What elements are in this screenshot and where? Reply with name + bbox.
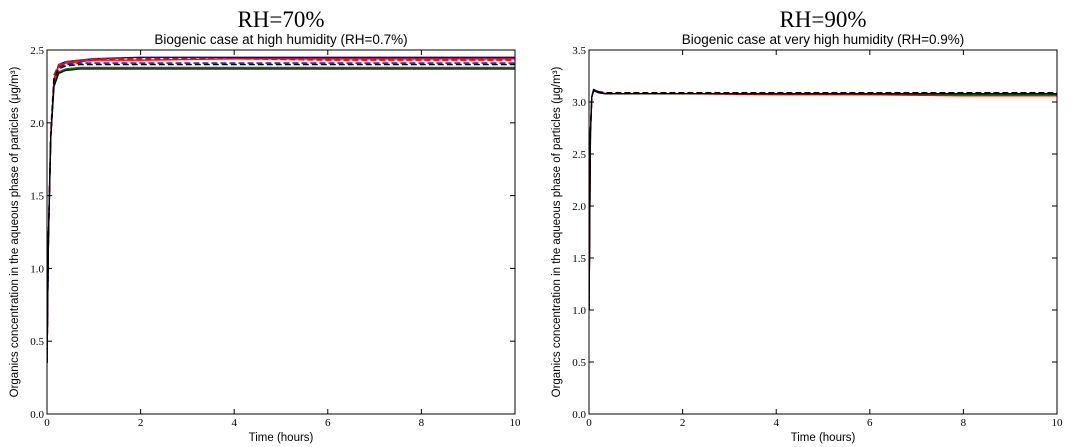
series-line-5 xyxy=(589,89,1057,311)
series-line-7 xyxy=(47,63,515,364)
y-axis-label: Organics concentration in the aqueous ph… xyxy=(9,66,21,397)
series-line-1 xyxy=(589,88,1057,311)
y-tick-label: 0.5 xyxy=(30,336,44,348)
x-axis-label: Time (hours) xyxy=(791,432,856,444)
x-tick-label: 0 xyxy=(44,417,50,429)
x-tick-label: 10 xyxy=(1052,417,1064,429)
series-line-3 xyxy=(47,66,515,364)
series-line-6 xyxy=(47,62,515,364)
y-tick-label: 1.0 xyxy=(572,305,586,317)
series-line-2 xyxy=(589,89,1057,311)
x-tick-label: 6 xyxy=(325,417,331,429)
series-line-2 xyxy=(47,58,515,364)
y-tick-label: 1.5 xyxy=(30,191,44,203)
y-tick-label: 1.5 xyxy=(572,253,586,265)
panel-title: RH=90% xyxy=(779,7,866,32)
panel-title: RH=70% xyxy=(237,7,324,32)
y-tick-label: 2.5 xyxy=(572,149,586,161)
y-axis-label: Organics concentration in the aqueous ph… xyxy=(551,66,563,397)
y-tick-label: 2.5 xyxy=(30,45,44,57)
x-tick-label: 6 xyxy=(867,417,873,429)
chart-panel-1: RH=70%Biogenic case at high humidity (RH… xyxy=(9,7,521,444)
x-tick-label: 4 xyxy=(773,417,779,429)
y-tick-label: 0.0 xyxy=(572,409,586,421)
y-tick-label: 3.0 xyxy=(572,97,586,109)
x-axis-label: Time (hours) xyxy=(249,432,314,444)
x-tick-label: 10 xyxy=(510,417,522,429)
series-line-4 xyxy=(589,88,1057,311)
x-tick-label: 8 xyxy=(419,417,425,429)
plot-frame xyxy=(46,49,516,415)
series-line-3 xyxy=(589,89,1057,311)
y-tick-label: 0.0 xyxy=(30,409,44,421)
x-tick-label: 2 xyxy=(138,417,144,429)
x-tick-label: 0 xyxy=(586,417,592,429)
chart-title: Biogenic case at high humidity (RH=0.7%) xyxy=(154,32,407,47)
x-tick-label: 8 xyxy=(961,417,967,429)
chart-title: Biogenic case at very high humidity (RH=… xyxy=(682,32,965,47)
y-tick-label: 2.0 xyxy=(572,201,586,213)
series-group xyxy=(589,88,1057,311)
chart-panel-2: RH=90%Biogenic case at very high humidit… xyxy=(551,7,1063,444)
y-tick-label: 1.0 xyxy=(30,263,44,275)
y-tick-label: 3.5 xyxy=(572,45,586,57)
y-tick-label: 2.0 xyxy=(30,118,44,130)
series-group xyxy=(47,56,515,364)
x-tick-label: 4 xyxy=(231,417,237,429)
plot-frame xyxy=(588,49,1058,415)
series-line-4 xyxy=(47,68,515,364)
series-line-5 xyxy=(47,58,515,364)
x-tick-label: 2 xyxy=(680,417,686,429)
y-tick-label: 0.5 xyxy=(572,357,586,369)
series-line-1 xyxy=(47,56,515,364)
